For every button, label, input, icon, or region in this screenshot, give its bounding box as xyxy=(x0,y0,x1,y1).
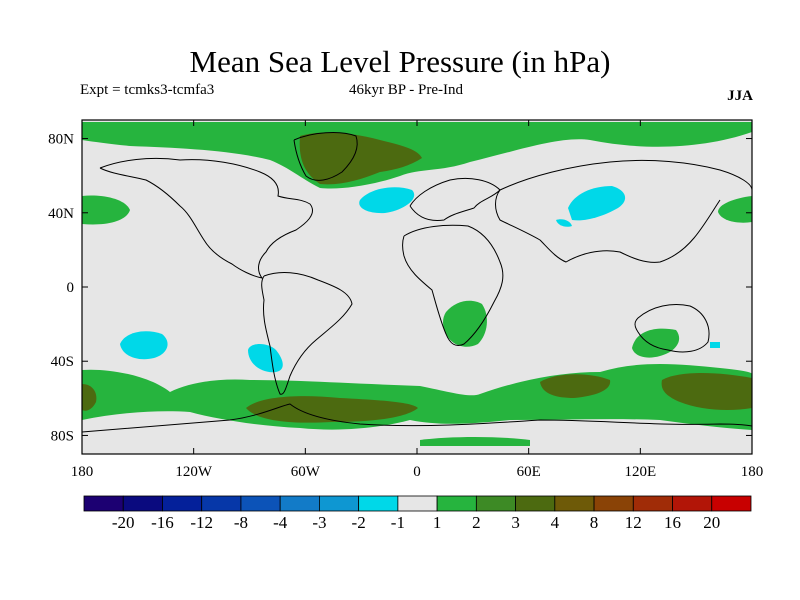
coast-north-america xyxy=(99,157,313,279)
anomaly-asia-small xyxy=(556,219,572,227)
anomaly-southern-ocean-core-west xyxy=(82,384,97,411)
lon-tick-label: 60E xyxy=(517,464,541,480)
anomaly-antarctic-strip xyxy=(420,437,530,446)
chart-title: Mean Sea Level Pressure (in hPa) xyxy=(189,44,611,79)
colorbar-label: -4 xyxy=(273,513,288,532)
colorbar-swatch xyxy=(162,495,203,512)
colorbar-swatch xyxy=(122,495,163,512)
anomaly-central-asia-low xyxy=(568,186,626,221)
colorbar-label: 16 xyxy=(664,513,681,532)
colorbar-label: -12 xyxy=(190,513,213,532)
anomaly-australia-small xyxy=(710,342,720,348)
coast-africa xyxy=(402,224,504,347)
colorbar-label: -2 xyxy=(352,513,366,532)
colorbar-swatch xyxy=(319,495,360,512)
lon-tick-label: 0 xyxy=(413,464,421,480)
colorbar-swatch xyxy=(358,495,399,512)
colorbar-swatch xyxy=(632,495,673,512)
colorbar-label: -3 xyxy=(312,513,326,532)
lat-tick-label: 0 xyxy=(67,280,75,296)
map-plot-area xyxy=(81,119,753,455)
colorbar-label: -16 xyxy=(151,513,174,532)
anomaly-east-pacific-west xyxy=(718,196,752,223)
anomaly-south-pacific-low xyxy=(120,331,168,360)
colorbar-swatch xyxy=(672,495,713,512)
lat-tick-label: 80S xyxy=(51,428,74,444)
colorbar-label: 20 xyxy=(703,513,720,532)
colorbar-swatch xyxy=(201,495,242,512)
colorbar-swatch xyxy=(83,495,124,512)
lon-tick-label: 60W xyxy=(291,464,321,480)
colorbar: -20 -16 -12 -8 -4 -3 -2 -1 1 2 3 4 8 12 16 20 xyxy=(83,495,752,532)
colorbar-swatch xyxy=(240,495,281,512)
anomaly-north-atlantic-west xyxy=(82,195,130,225)
lat-tick-label: 80N xyxy=(48,132,74,148)
coast-europe xyxy=(409,177,501,221)
lon-tick-label: 180 xyxy=(741,464,764,480)
colorbar-label: 3 xyxy=(511,513,520,532)
anomaly-greenland-core xyxy=(299,132,422,185)
anomaly-southern-africa xyxy=(443,300,487,347)
anomaly-southern-ocean-core-pac xyxy=(661,373,752,410)
period-label: 46kyr BP - Pre-Ind xyxy=(349,82,464,98)
latitude-axis: 80N 40N 0 40S 80S xyxy=(48,132,752,444)
colorbar-label: 8 xyxy=(590,513,599,532)
colorbar-swatch xyxy=(593,495,634,512)
coast-south-america xyxy=(261,272,353,395)
coast-asia xyxy=(495,159,752,263)
colorbar-swatch xyxy=(554,495,595,512)
anomaly-southern-ocean-core-atl xyxy=(246,396,418,423)
colorbar-swatch xyxy=(515,495,556,512)
colorbar-label: -8 xyxy=(234,513,248,532)
colorbar-swatch xyxy=(279,495,320,512)
colorbar-label: 2 xyxy=(472,513,481,532)
coast-antarctica xyxy=(82,403,752,433)
colorbar-label: 4 xyxy=(551,513,560,532)
longitude-axis: 180 120W 60W 0 60E 120E 180 xyxy=(71,120,764,480)
colorbar-label: 12 xyxy=(625,513,642,532)
coast-greenland xyxy=(293,132,358,181)
anomaly-shading xyxy=(82,122,752,446)
colorbar-label: 1 xyxy=(433,513,442,532)
lon-tick-label: 120W xyxy=(175,464,213,480)
coast-australia xyxy=(634,304,710,353)
anomaly-chile-low xyxy=(248,344,283,373)
colorbar-label: -1 xyxy=(391,513,405,532)
experiment-label: Expt = tcmks3-tcmfa3 xyxy=(80,82,215,98)
coastlines xyxy=(82,132,752,433)
colorbar-swatch xyxy=(436,495,477,512)
colorbar-swatch xyxy=(711,495,752,512)
colorbar-label: -20 xyxy=(112,513,135,532)
anomaly-southern-ocean-core-ind xyxy=(540,374,611,398)
anomaly-north-atlantic-low xyxy=(359,187,415,214)
colorbar-swatch xyxy=(475,495,516,512)
lat-tick-label: 40S xyxy=(51,354,74,370)
lon-tick-label: 120E xyxy=(624,464,656,480)
lon-tick-label: 180 xyxy=(71,464,94,480)
colorbar-swatch xyxy=(397,495,438,512)
lat-tick-label: 40N xyxy=(48,206,74,222)
season-label: JJA xyxy=(727,88,753,104)
